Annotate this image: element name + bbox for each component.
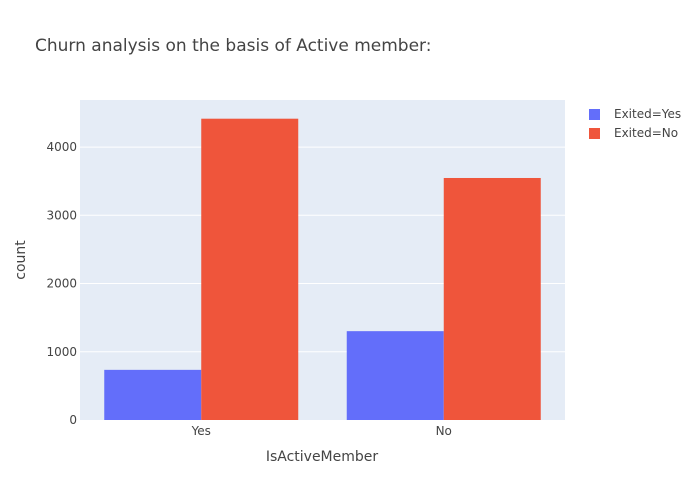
x-tick-label: No	[436, 424, 452, 438]
bar-exited-yes-no	[346, 331, 444, 420]
y-axis-title: count	[13, 240, 29, 280]
x-tick-label: Yes	[191, 424, 211, 438]
bar-exited-yes-yes	[104, 369, 202, 420]
y-axis-ticks: 0 1000 2000 3000 4000	[46, 140, 77, 427]
y-tick-label: 4000	[46, 140, 77, 154]
legend-label[interactable]: Exited=Yes	[614, 107, 681, 121]
chart-title: Churn analysis on the basis of Active me…	[35, 36, 431, 56]
y-tick-label: 0	[69, 413, 77, 427]
legend-swatch[interactable]	[589, 109, 600, 120]
legend-label[interactable]: Exited=No	[614, 126, 678, 140]
y-tick-label: 3000	[46, 208, 77, 222]
y-tick-label: 2000	[46, 277, 77, 291]
legend-swatch[interactable]	[589, 128, 600, 139]
y-tick-label: 1000	[46, 345, 77, 359]
x-axis-ticks: Yes No	[191, 424, 452, 438]
legend: Exited=Yes Exited=No	[589, 107, 681, 140]
x-axis-title: IsActiveMember	[266, 449, 379, 465]
bar-exited-no-no	[443, 177, 541, 420]
bar-exited-no-yes	[201, 118, 299, 420]
bars	[104, 118, 541, 420]
